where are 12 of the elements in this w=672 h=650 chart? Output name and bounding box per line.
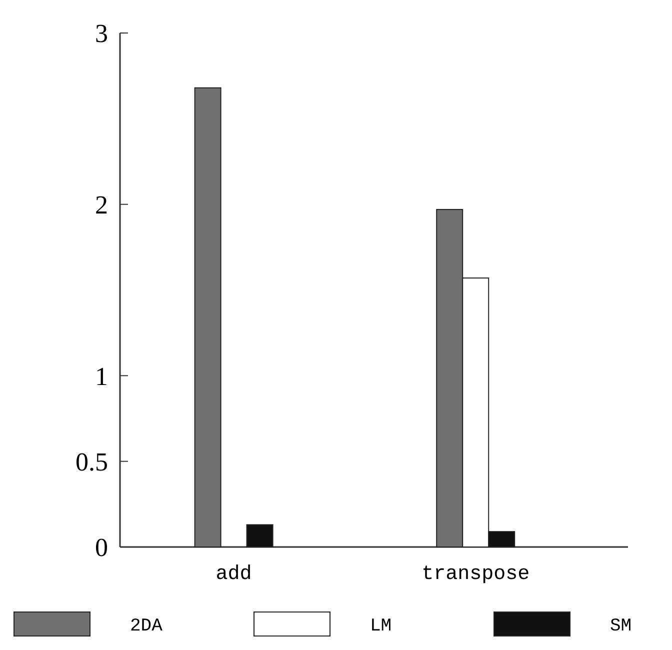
x-tick-label: transpose (422, 563, 530, 586)
legend-label: LM (370, 616, 392, 636)
y-tick-label: 0 (95, 533, 108, 562)
y-tick-label: 3 (95, 19, 108, 48)
legend-label: 2DA (130, 616, 163, 636)
bar (246, 524, 274, 548)
x-tick-label: add (216, 563, 252, 586)
bar (194, 87, 222, 548)
y-tick-label: 2 (95, 190, 108, 220)
y-tick-label: 1 (95, 362, 108, 391)
y-tick-label: 0.5 (76, 447, 108, 476)
legend-label: SM (610, 616, 632, 636)
